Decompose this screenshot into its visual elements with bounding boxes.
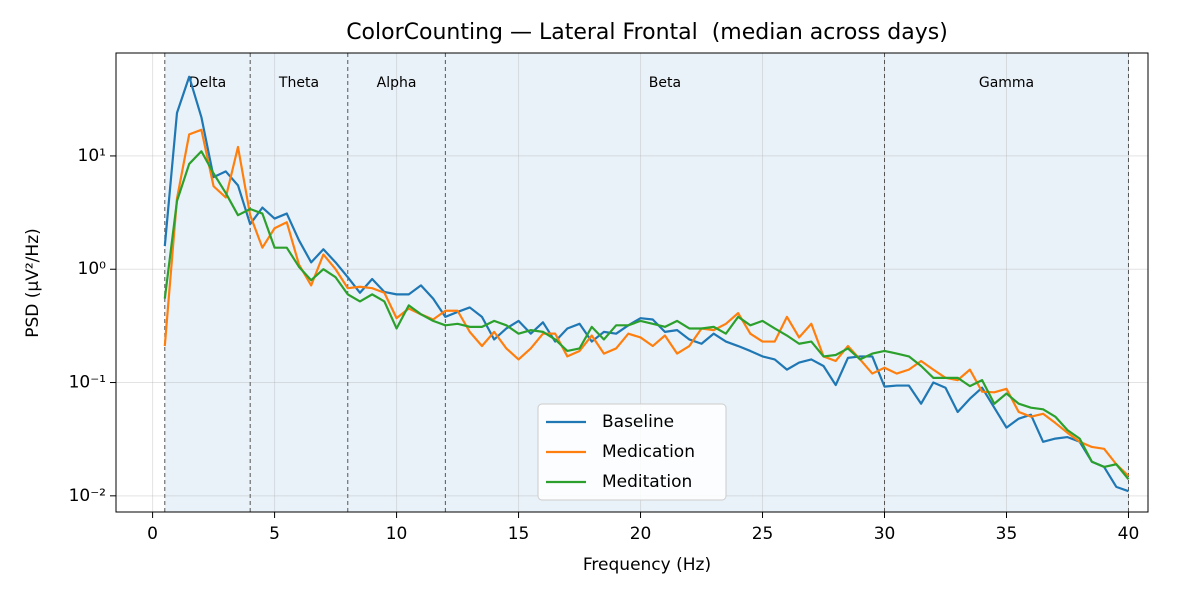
x-tick-label: 30: [874, 524, 896, 544]
legend-label: Baseline: [602, 412, 674, 432]
x-tick-label: 20: [630, 524, 652, 544]
legend-label: Medication: [602, 442, 695, 462]
band-shade: [164, 53, 251, 512]
legend-box: [537, 403, 727, 501]
x-tick-label: 25: [752, 524, 774, 544]
x-tick-label: 35: [996, 524, 1018, 544]
x-tick-label: 40: [1118, 524, 1140, 544]
band-label: Delta: [189, 75, 226, 91]
series-line: [163, 128, 1130, 477]
band-label: Theta: [278, 75, 319, 91]
y-tick-label: 10⁻¹: [69, 373, 106, 393]
x-tick-label: 10: [386, 524, 408, 544]
y-tick-label: 10⁰: [78, 259, 107, 279]
band-label: Gamma: [979, 75, 1034, 91]
series-line: [163, 75, 1129, 493]
series-line: [163, 150, 1130, 480]
plot-frame: [115, 52, 1149, 513]
chart-title: ColorCounting — Lateral Frontal (median …: [346, 20, 948, 45]
y-axis-label: PSD (µV²/Hz): [23, 228, 43, 338]
x-tick-label: 0: [147, 524, 158, 544]
x-tick-label: 15: [508, 524, 530, 544]
band-label: Beta: [649, 75, 681, 91]
band-shade: [884, 53, 1129, 512]
band-shade: [347, 53, 446, 512]
x-tick-label: 5: [269, 524, 280, 544]
band-label: Alpha: [377, 75, 417, 91]
y-tick-label: 10¹: [78, 146, 106, 166]
y-tick-label: 10⁻²: [69, 486, 106, 506]
x-axis-label: Frequency (Hz): [583, 555, 711, 575]
band-shade: [250, 53, 348, 512]
legend-label: Meditation: [602, 472, 692, 492]
legend: Baseline Medication Meditation: [537, 403, 727, 501]
